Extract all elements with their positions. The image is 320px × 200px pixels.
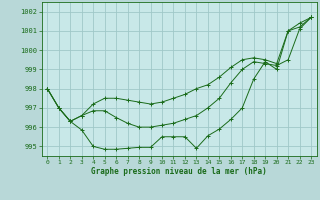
X-axis label: Graphe pression niveau de la mer (hPa): Graphe pression niveau de la mer (hPa) xyxy=(91,167,267,176)
